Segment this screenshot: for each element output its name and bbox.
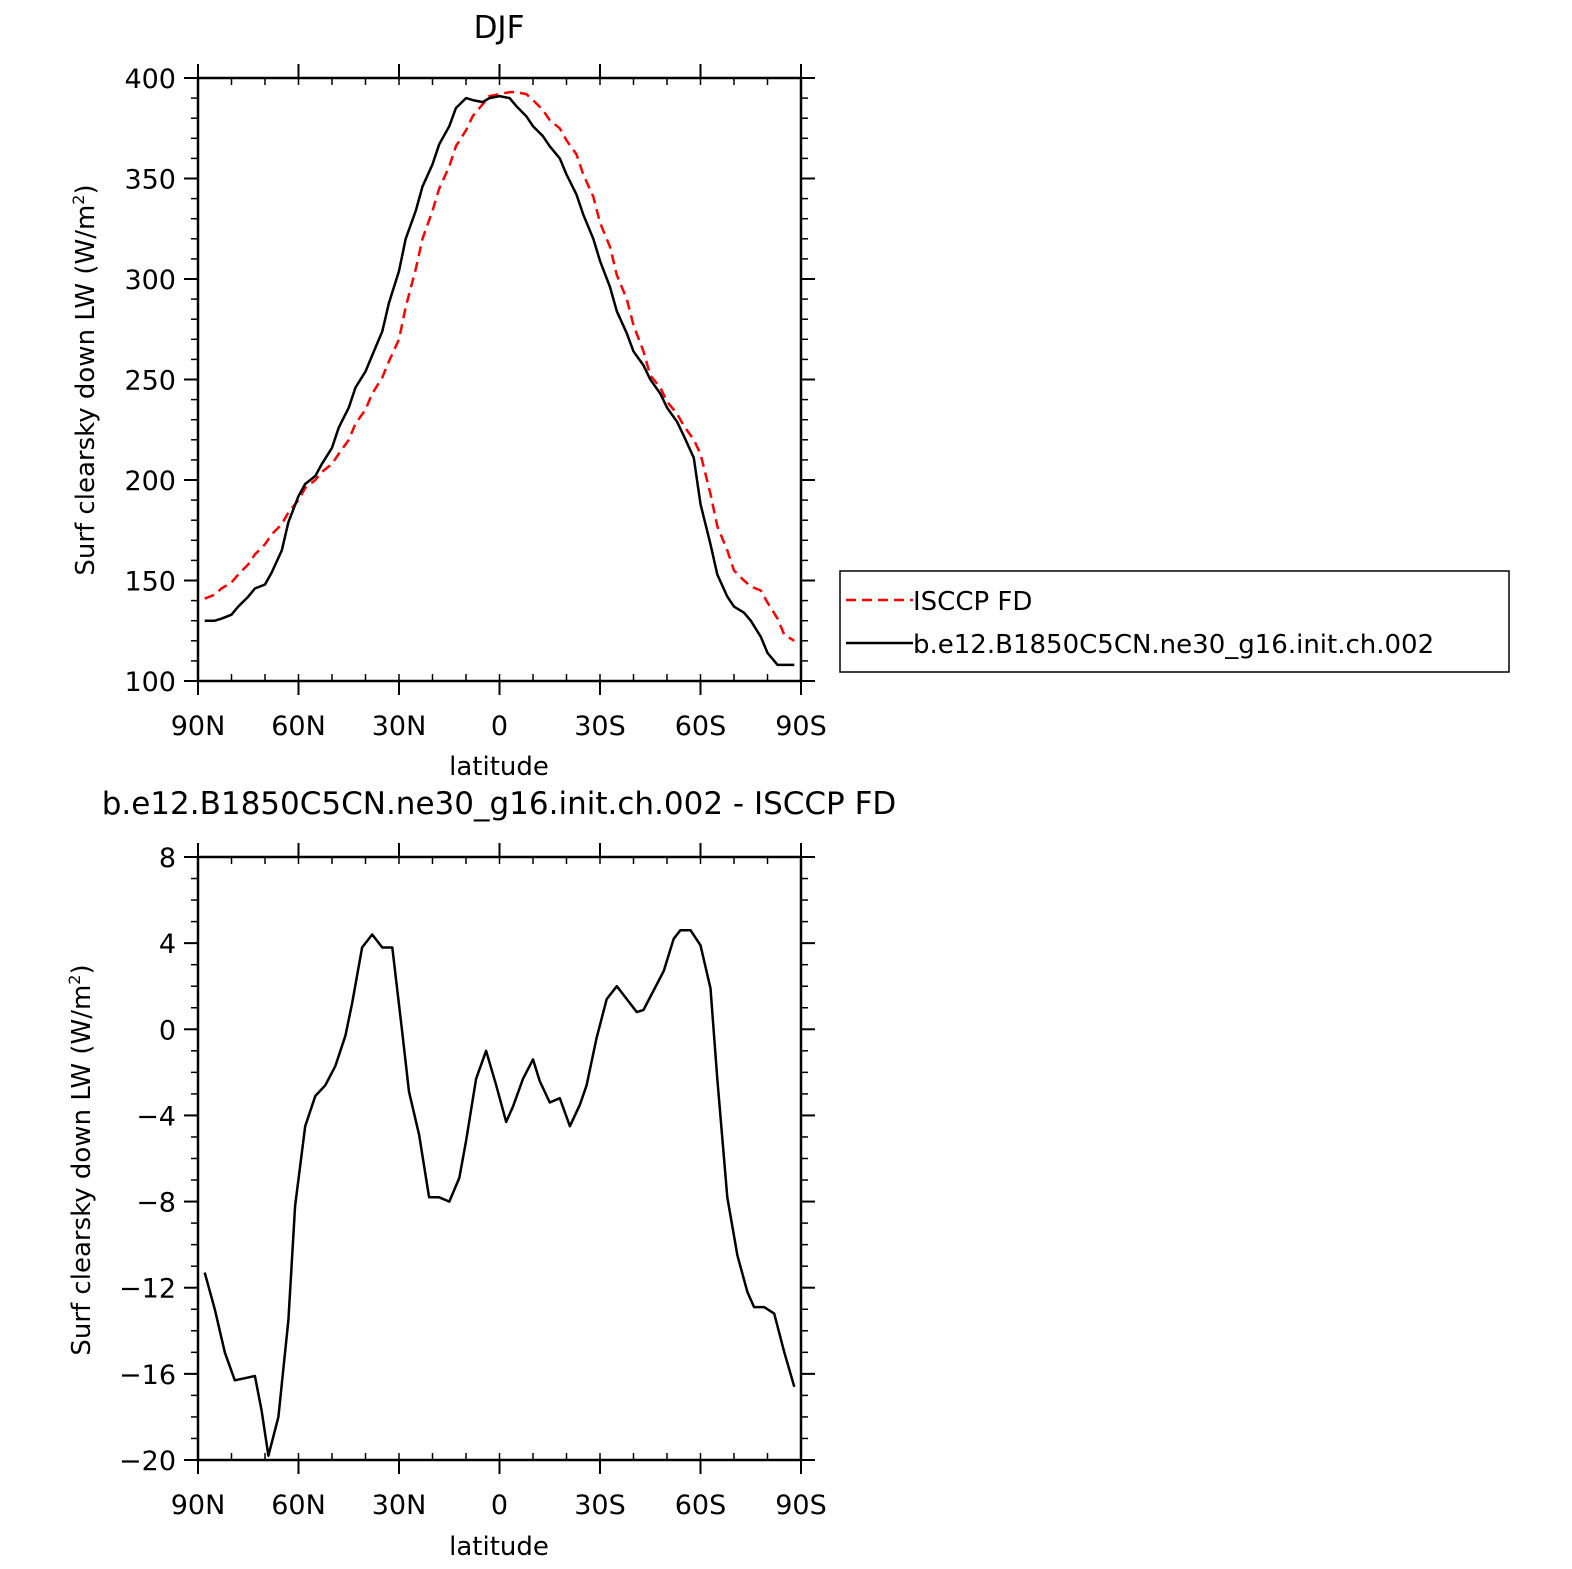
x-tick-label: 90N: [171, 711, 226, 742]
y-axis-label-sup: 2: [65, 974, 84, 984]
y-tick-label: 400: [124, 64, 176, 95]
y-tick-label: 0: [159, 1015, 176, 1046]
x-tick-label: 60S: [675, 1490, 727, 1521]
x-tick-label: 30S: [574, 1490, 626, 1521]
y-axis-label-sup: 2: [69, 194, 88, 204]
x-tick-label: 90S: [775, 1490, 827, 1521]
y-tick-label: 8: [159, 843, 176, 874]
y-axis-label-close: ): [71, 184, 101, 194]
x-tick-label: 30N: [372, 711, 427, 742]
djf-panel: DJF 90N 60N 30N 0 30S 60S 90S 100 150 200 250 300 3…: [69, 10, 1510, 782]
legend-box: [839, 570, 1510, 673]
x-tick-label: 0: [491, 1490, 508, 1521]
x-axis-label: latitude: [449, 752, 549, 782]
y-tick-label: −20: [119, 1446, 176, 1477]
y-tick-label: 150: [124, 567, 176, 598]
chart-title: b.e12.B1850C5CN.ne30_g16.init.ch.002 - I…: [102, 786, 897, 822]
y-axis-label: Surf clearsky down LW (W/m2): [65, 964, 97, 1355]
data-series: [203, 928, 796, 1457]
legend-label-isccp: ISCCP FD: [913, 587, 1032, 617]
data-series: [204, 90, 795, 667]
y-tick-label: 300: [124, 265, 176, 296]
x-tick-label: 60N: [271, 1490, 326, 1521]
y-axis-label-main: Surf clearsky down LW (W/m: [71, 205, 101, 576]
y-tick-labels: −20 −16 −12 −8 −4 0 4 8: [119, 843, 176, 1477]
x-tick-label: 60S: [675, 711, 727, 742]
x-tick-label: 60N: [271, 711, 326, 742]
y-axis-label: Surf clearsky down LW (W/m2): [69, 184, 101, 575]
x-tick-label: 90S: [775, 711, 827, 742]
model-line: [204, 94, 795, 667]
plot-frame: [196, 76, 803, 683]
x-tick-labels: 90N 60N 30N 0 30S 60S 90S: [171, 711, 827, 742]
chart-title: DJF: [474, 10, 525, 46]
x-tick-label: 30S: [574, 711, 626, 742]
legend-label-model: b.e12.B1850C5CN.ne30_g16.init.ch.002: [913, 630, 1434, 660]
y-axis-label-close: ): [67, 964, 97, 974]
difference-panel: b.e12.B1850C5CN.ne30_g16.init.ch.002 - I…: [65, 786, 896, 1562]
legend: ISCCP FD b.e12.B1850C5CN.ne30_g16.init.c…: [839, 570, 1510, 673]
y-tick-label: −8: [136, 1188, 176, 1219]
y-tick-label: 350: [124, 165, 176, 196]
axis-ticks: [184, 64, 815, 695]
isccp-fd-line: [204, 90, 795, 642]
y-tick-label: 100: [124, 667, 176, 698]
y-tick-label: 200: [124, 466, 176, 497]
x-tick-label: 0: [491, 711, 508, 742]
x-tick-label: 90N: [171, 1490, 226, 1521]
y-tick-label: −12: [119, 1274, 176, 1305]
y-tick-labels: 100 150 200 250 300 350 400: [124, 64, 176, 698]
y-tick-label: −4: [136, 1101, 176, 1132]
plot-frame: [196, 855, 803, 1462]
y-tick-label: 250: [124, 366, 176, 397]
axis-ticks: [184, 843, 815, 1474]
y-tick-label: −16: [119, 1360, 176, 1391]
x-tick-labels: 90N 60N 30N 0 30S 60S 90S: [171, 1490, 827, 1521]
difference-line: [203, 928, 796, 1457]
y-tick-label: 4: [159, 929, 176, 960]
x-tick-label: 30N: [372, 1490, 427, 1521]
y-axis-label-main: Surf clearsky down LW (W/m: [67, 985, 97, 1356]
x-axis-label: latitude: [449, 1532, 549, 1562]
